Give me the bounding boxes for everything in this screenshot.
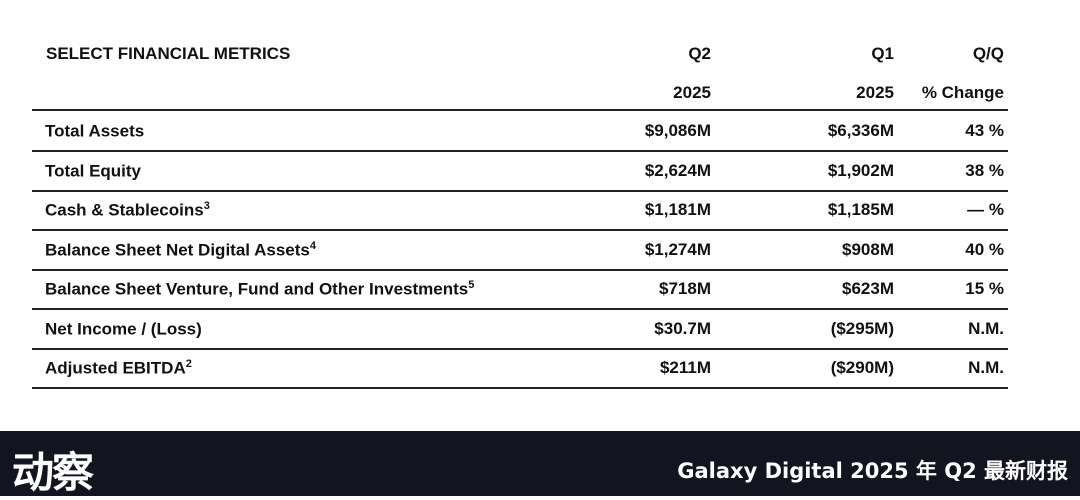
q2-value: $9,086M: [644, 121, 711, 140]
q1-value: $1,902M: [827, 160, 894, 180]
row-label: Net Income / (Loss): [45, 319, 202, 340]
header-divider: [32, 109, 1008, 111]
qq-change: — %: [967, 200, 1004, 219]
q2-value: $1,274M: [644, 239, 711, 259]
row-label-text: Cash & Stablecoins: [45, 200, 204, 220]
footnote-marker: 4: [309, 239, 316, 252]
row-label-text: Adjusted EBITDA: [45, 358, 186, 378]
table-row: Total Assets $9,086M $6,336M 43 %: [32, 111, 1008, 152]
brand-logo: 动察: [12, 448, 94, 497]
row-label: Cash & Stablecoins3: [45, 200, 210, 221]
row-label-text: Net Income / (Loss): [45, 319, 202, 339]
qq-change: N.M.: [968, 318, 1004, 338]
q1-value: ($295M): [830, 318, 894, 338]
q2-value: $30.7M: [654, 318, 711, 338]
q1-value: $1,185M: [827, 200, 894, 219]
row-label: Balance Sheet Venture, Fund and Other In…: [45, 279, 474, 300]
q2-value: $211M: [659, 358, 711, 377]
header-q2-year: 2025: [673, 83, 711, 102]
q2-value: $718M: [659, 279, 711, 298]
qq-change: N.M.: [968, 358, 1004, 377]
row-label-text: Balance Sheet Venture, Fund and Other In…: [45, 279, 469, 299]
table-row: Balance Sheet Net Digital Assets4 $1,274…: [32, 230, 1008, 271]
header-q1-year: 2025: [856, 83, 894, 102]
header-q2: Q2: [688, 44, 711, 63]
footer-banner: 动察 Galaxy Digital 2025 年 Q2 最新财报: [0, 431, 1080, 497]
footnote-marker: 5: [468, 279, 475, 291]
q1-value: ($290M): [830, 358, 894, 377]
qq-change: 38 %: [965, 160, 1004, 180]
q1-value: $6,336M: [827, 121, 894, 140]
footnote-marker: 3: [203, 200, 210, 212]
row-label-text: Total Equity: [45, 161, 142, 181]
q1-value: $908M: [842, 239, 894, 259]
qq-change: 40 %: [965, 239, 1004, 259]
table-row: Net Income / (Loss) $30.7M ($295M) N.M.: [32, 309, 1008, 350]
row-label: Balance Sheet Net Digital Assets4: [45, 240, 316, 261]
row-label: Adjusted EBITDA2: [45, 358, 192, 379]
row-label-text: Balance Sheet Net Digital Assets: [45, 240, 310, 260]
header-q1: Q1: [871, 44, 894, 63]
table-row: Adjusted EBITDA2 $211M ($290M) N.M.: [32, 348, 1008, 389]
table-row: Cash & Stablecoins3 $1,181M $1,185M — %: [32, 190, 1008, 231]
header-qq-change: % Change: [921, 83, 1004, 102]
qq-change: 43 %: [965, 121, 1004, 140]
table-title: SELECT FINANCIAL METRICS: [46, 44, 291, 63]
footnote-marker: 2: [185, 358, 192, 370]
row-label: Total Assets: [45, 121, 144, 142]
table-row: Total Equity $2,624M $1,902M 38 %: [32, 151, 1008, 192]
row-label: Total Equity: [45, 161, 141, 182]
footer-title: Galaxy Digital 2025 年 Q2 最新财报: [677, 459, 1068, 483]
q2-value: $2,624M: [644, 160, 711, 180]
header-qq: Q/Q: [972, 44, 1004, 63]
q1-value: $623M: [842, 279, 894, 298]
row-label-text: Total Assets: [45, 121, 145, 141]
qq-change: 15 %: [965, 279, 1004, 298]
q2-value: $1,181M: [644, 200, 711, 219]
table-row: Balance Sheet Venture, Fund and Other In…: [32, 269, 1008, 310]
